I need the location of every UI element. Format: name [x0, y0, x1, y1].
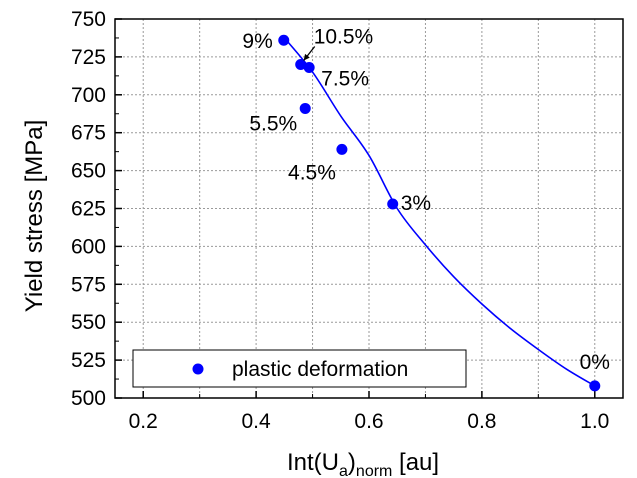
point-label: 0% — [580, 351, 610, 374]
y-tick-label: 600 — [71, 235, 106, 258]
point-labels: 9% 7.5% 5.5% 4.5% 3% 0% — [242, 30, 610, 374]
x-axis-title-sub1: a — [339, 463, 348, 478]
minor-ticks — [115, 37, 539, 398]
x-tick-label: 0.2 — [129, 410, 158, 433]
x-tick-label: 0.4 — [242, 410, 272, 433]
data-point — [278, 34, 290, 46]
x-axis-title-paren: ) — [348, 449, 356, 476]
x-axis-title: Int(Ua)norm [au] — [287, 449, 439, 478]
fit-curve — [283, 36, 596, 387]
y-tick-label: 525 — [71, 349, 106, 372]
y-tick-label: 700 — [71, 84, 106, 107]
y-tick-labels: 500 525 550 575 600 625 650 675 700 725 750 — [71, 8, 106, 410]
x-axis-title-unit: [au] — [392, 449, 439, 476]
y-tick-label: 675 — [71, 122, 106, 145]
point-label: 3% — [401, 192, 431, 215]
y-tick-label: 550 — [71, 311, 106, 334]
data-points — [278, 34, 601, 392]
data-point — [589, 380, 601, 392]
y-tick-label: 625 — [71, 198, 106, 221]
point-label: 9% — [242, 30, 272, 53]
legend-label: plastic deformation — [232, 358, 408, 381]
y-tick-label: 500 — [71, 387, 106, 410]
x-tick-label: 1.0 — [580, 410, 609, 433]
y-axis-title: Yield stress [MPa] — [21, 120, 48, 313]
point-label: 5.5% — [249, 112, 297, 135]
x-axis-title-sub2: norm — [356, 463, 392, 478]
annotations: 10.5% — [303, 25, 374, 61]
y-tick-label: 575 — [71, 273, 106, 296]
point-label: 7.5% — [321, 68, 369, 91]
legend-marker — [192, 363, 204, 375]
annotation-label: 10.5% — [314, 25, 374, 48]
y-tick-label: 750 — [71, 8, 106, 31]
data-point — [303, 62, 315, 74]
plot-frame — [114, 18, 624, 399]
y-tick-label: 725 — [71, 46, 106, 69]
x-tick-labels: 0.2 0.4 0.6 0.8 1.0 — [129, 410, 610, 433]
x-tick-label: 0.6 — [354, 410, 383, 433]
data-point — [295, 58, 307, 70]
data-point — [387, 198, 399, 210]
x-tick-label: 0.8 — [467, 410, 496, 433]
point-label: 4.5% — [288, 161, 336, 184]
legend-box — [132, 349, 467, 388]
y-tick-label: 650 — [71, 160, 106, 183]
data-point — [299, 102, 311, 114]
x-axis-title-main: Int(U — [287, 449, 339, 476]
data-point — [336, 143, 348, 155]
legend: plastic deformation — [132, 349, 467, 388]
annotation-arrow-head — [303, 53, 310, 61]
